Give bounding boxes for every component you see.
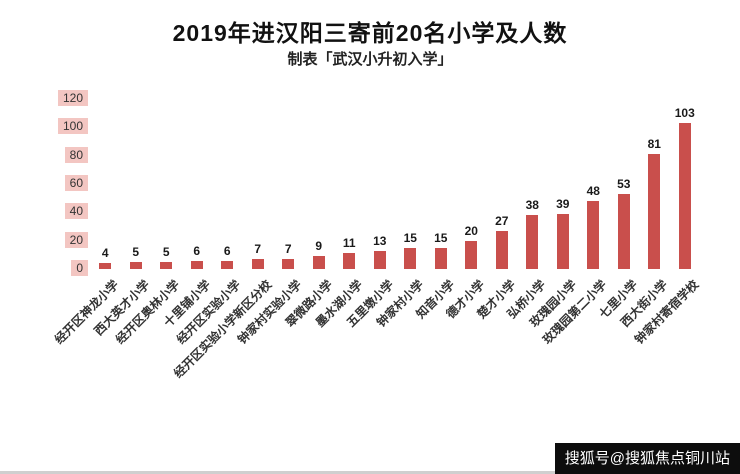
bar-value-label: 15 — [434, 230, 448, 245]
bar — [373, 250, 386, 269]
bar — [587, 201, 600, 269]
bar — [495, 230, 508, 269]
bar-value-label: 4 — [101, 246, 109, 261]
y-axis-tick-label: 20 — [64, 231, 88, 248]
y-axis-tick-label: 60 — [64, 175, 88, 191]
bar — [556, 213, 569, 269]
bar — [282, 259, 295, 269]
bar — [251, 259, 264, 269]
bar-value-label: 7 — [284, 242, 292, 257]
bar — [160, 261, 173, 269]
bar — [678, 123, 691, 269]
bar-value-label: 5 — [162, 244, 170, 259]
bar-value-label: 11 — [342, 236, 356, 251]
bar-value-label: 103 — [674, 106, 695, 121]
bar — [617, 193, 630, 269]
bar — [343, 253, 356, 269]
bar-value-label: 9 — [315, 239, 323, 254]
bar — [312, 256, 325, 269]
chart-title: 2019年进汉阳三寄前20名小学及人数 — [172, 20, 568, 46]
y-axis-tick-label: 120 — [57, 90, 88, 106]
bar — [190, 260, 203, 269]
bar-value-label: 5 — [132, 244, 140, 259]
watermark: 搜狐号@搜狐焦点铜川站 — [554, 443, 740, 474]
bar — [404, 247, 417, 269]
chart-subtitle: 制表「武汉小升初入学」 — [287, 51, 453, 68]
bar-value-label: 38 — [525, 198, 539, 213]
y-axis-tick-label: 100 — [57, 118, 88, 135]
bar-value-label: 6 — [193, 243, 201, 258]
bar-value-label: 39 — [556, 196, 570, 211]
bar-value-label: 48 — [586, 184, 600, 198]
bar — [465, 240, 478, 269]
bar — [434, 247, 447, 269]
bar-value-label: 81 — [647, 137, 661, 152]
page-bottom-edge — [0, 471, 740, 474]
bar — [129, 261, 142, 269]
y-axis-tick-label: 80 — [64, 146, 88, 163]
bar-value-label: 7 — [254, 242, 262, 257]
y-axis-tick-label: 0 — [71, 260, 88, 276]
bar-value-label: 6 — [223, 243, 231, 258]
bar-value-label: 20 — [464, 223, 478, 238]
y-axis-tick-label: 40 — [64, 203, 88, 220]
bar — [221, 260, 234, 269]
bar-value-label: 13 — [373, 233, 387, 248]
bar — [526, 215, 539, 269]
bar-value-label: 15 — [403, 230, 417, 245]
bar — [99, 263, 112, 269]
bar — [648, 154, 661, 269]
bar-value-label: 27 — [495, 213, 509, 228]
bar-value-label: 53 — [617, 176, 631, 191]
